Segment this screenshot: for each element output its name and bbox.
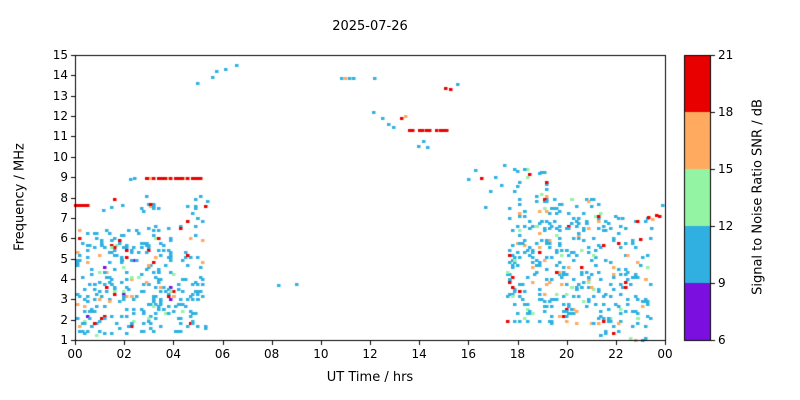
x-axis-label: UT Time / hrs xyxy=(326,370,414,385)
y-tick-label: 2 xyxy=(60,312,68,327)
y-tick-label: 1 xyxy=(60,333,68,347)
y-tick-label: 9 xyxy=(60,170,68,185)
x-tick-label: 10 xyxy=(313,347,329,361)
y-tick-label: 8 xyxy=(60,190,68,205)
x-tick-label: 22 xyxy=(608,347,624,361)
y-tick-label: 13 xyxy=(52,88,68,103)
colorbar-tick-label: 9 xyxy=(718,276,726,290)
y-tick-label: 3 xyxy=(60,292,68,307)
x-tick-label: 14 xyxy=(411,347,427,361)
y-axis-label: Frequency / MHz xyxy=(12,143,28,251)
x-tick-label: 06 xyxy=(214,347,231,361)
colorbar-label: Signal to Noise Ratio SNR / dB xyxy=(750,99,766,295)
x-tick-label: 02 xyxy=(116,347,132,361)
y-tick-label: 15 xyxy=(52,48,68,62)
y-tick-label: 14 xyxy=(52,68,68,83)
colorbar-tick-label: 6 xyxy=(718,333,726,347)
chart-title: 2025-07-26 xyxy=(332,19,408,34)
colorbar-tick-label: 15 xyxy=(718,162,734,176)
y-tick-label: 4 xyxy=(60,271,68,286)
y-tick-label: 7 xyxy=(60,210,68,225)
y-tick-label: 11 xyxy=(52,129,68,144)
x-tick-label: 04 xyxy=(165,347,181,361)
y-tick-label: 6 xyxy=(60,231,68,246)
y-tick-label: 5 xyxy=(60,251,68,266)
x-tick-label: 00 xyxy=(67,347,83,361)
x-tick-label: 08 xyxy=(264,347,280,361)
colorbar-tick-label: 21 xyxy=(718,48,734,62)
x-tick-label: 16 xyxy=(460,347,476,361)
x-tick-label: 18 xyxy=(509,347,526,361)
x-tick-label: 20 xyxy=(559,347,575,361)
x-tick-label: 00 xyxy=(657,347,673,361)
y-tick-label: 12 xyxy=(52,109,68,124)
colorbar-tick-label: 12 xyxy=(718,219,734,233)
x-tick-label: 12 xyxy=(362,347,378,361)
colorbar-tick-label: 18 xyxy=(718,105,734,119)
y-tick-label: 10 xyxy=(52,149,68,164)
